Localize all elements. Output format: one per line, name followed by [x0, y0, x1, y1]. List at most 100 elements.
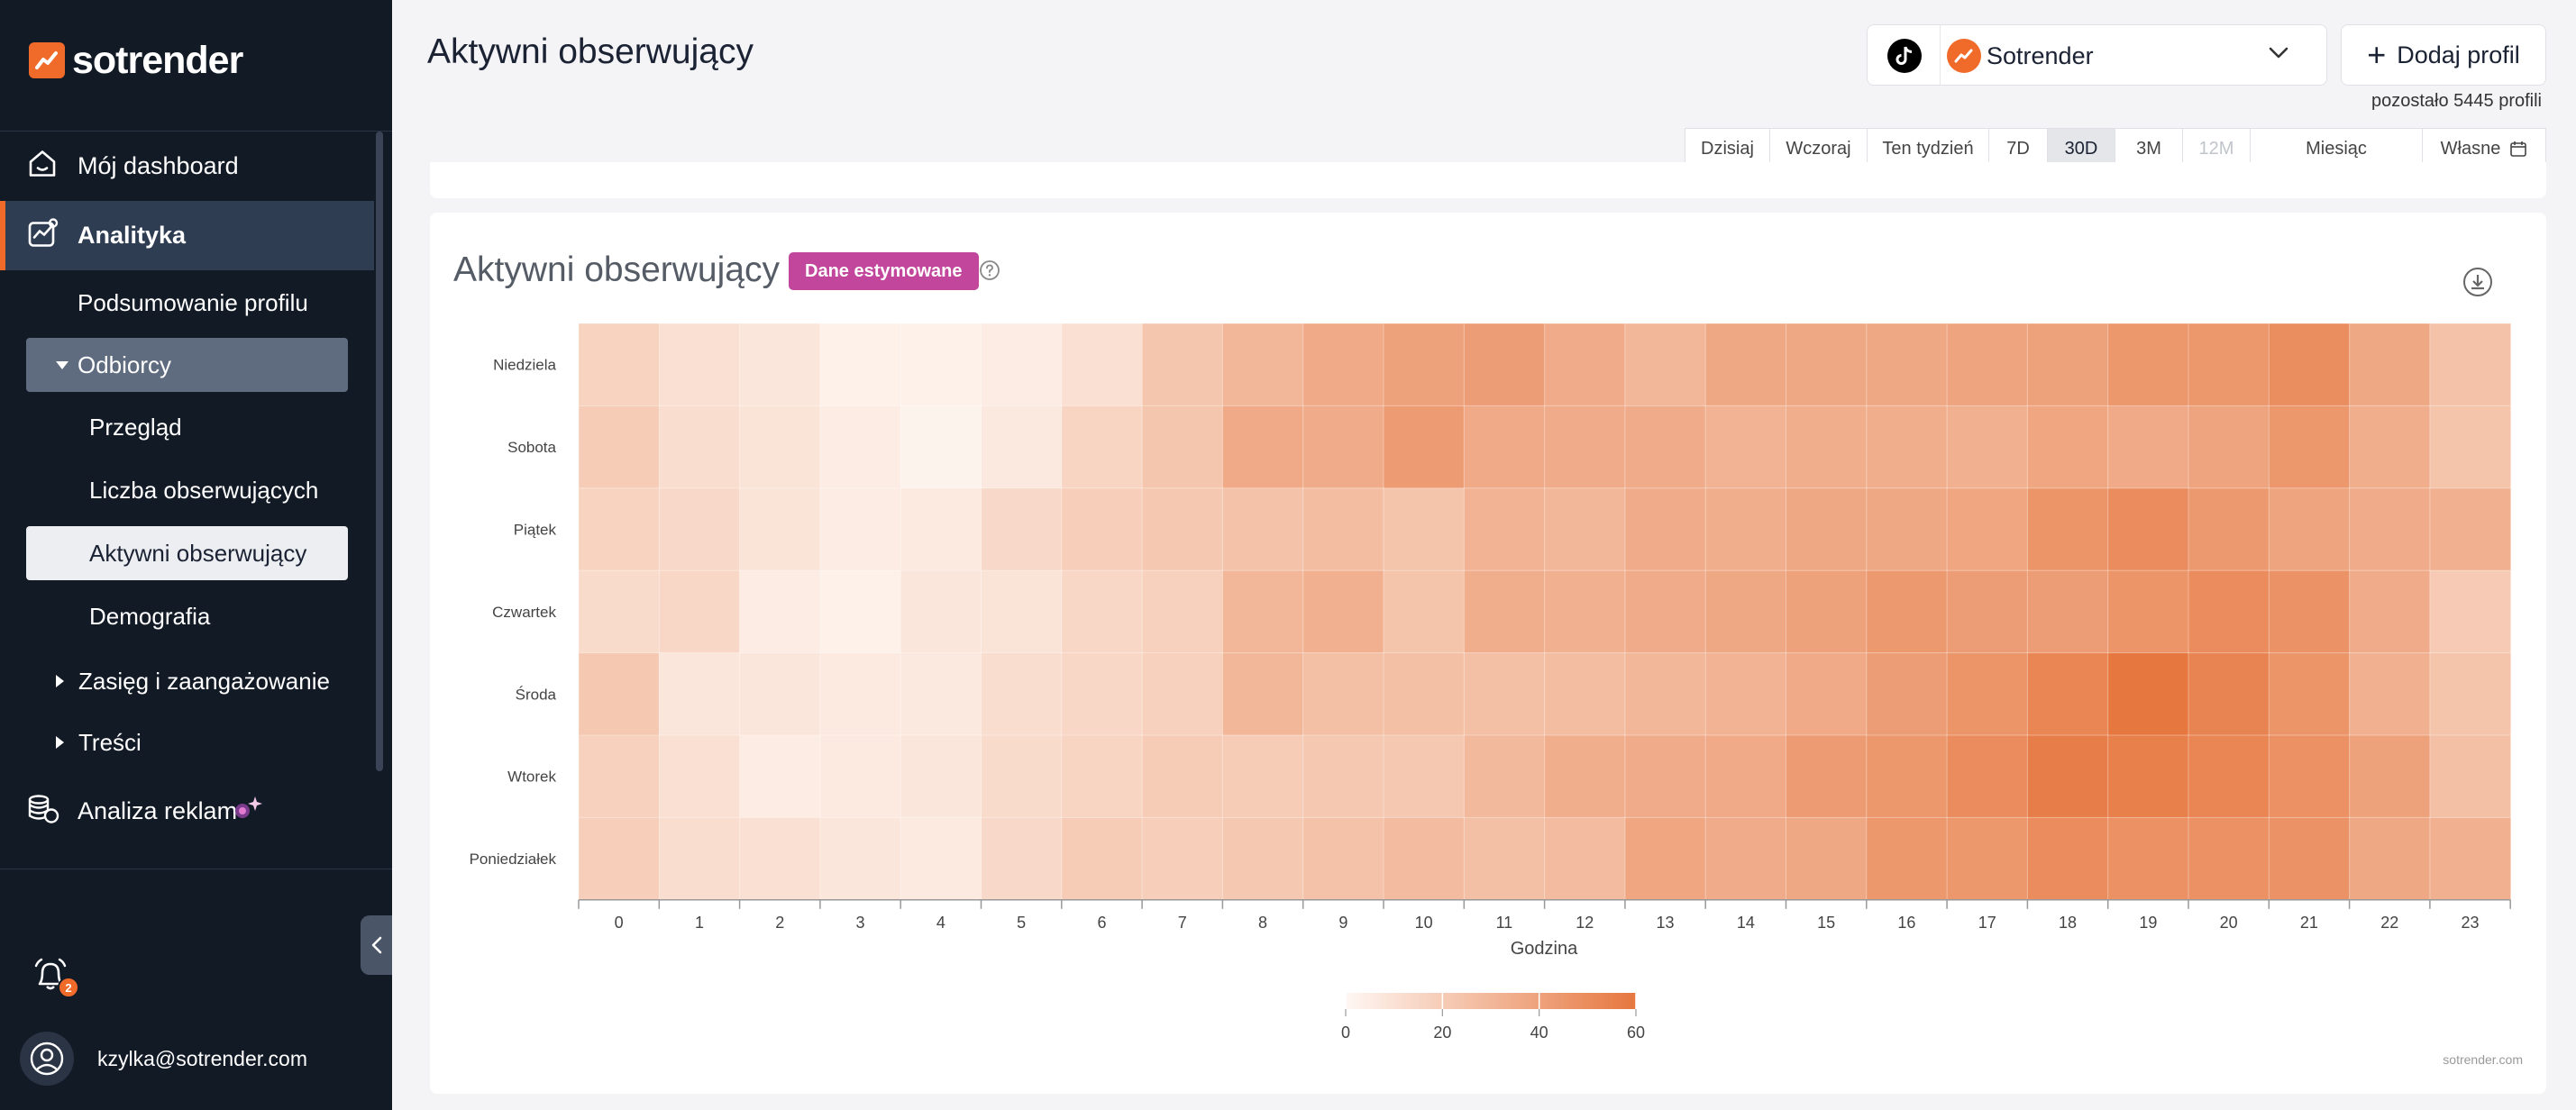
- heatmap-cell[interactable]: [1624, 734, 1707, 819]
- heatmap-cell[interactable]: [1786, 323, 1868, 407]
- heatmap-cell[interactable]: [578, 405, 661, 489]
- nav-ads[interactable]: Analiza reklam: [0, 777, 374, 846]
- heatmap-cell[interactable]: [1624, 569, 1707, 654]
- heatmap-cell[interactable]: [1221, 569, 1304, 654]
- heatmap-cell[interactable]: [981, 405, 1063, 489]
- heatmap-cell[interactable]: [2107, 569, 2189, 654]
- range-3m[interactable]: 3M: [2115, 129, 2183, 168]
- heatmap-cell[interactable]: [578, 569, 661, 654]
- heatmap-cell[interactable]: [1624, 652, 1707, 737]
- heatmap-cell[interactable]: [1544, 816, 1626, 901]
- heatmap-cell[interactable]: [739, 816, 821, 901]
- heatmap-cell[interactable]: [658, 734, 741, 819]
- heatmap-cell[interactable]: [2429, 405, 2512, 489]
- heatmap-cell[interactable]: [1302, 487, 1385, 572]
- heatmap-cell[interactable]: [1141, 569, 1224, 654]
- user-account[interactable]: kzylka@sotrender.com: [20, 1032, 307, 1086]
- range-this-week[interactable]: Ten tydzień: [1868, 129, 1989, 168]
- heatmap-cell[interactable]: [1302, 734, 1385, 819]
- heatmap-cell[interactable]: [2429, 652, 2512, 737]
- nav-analytics[interactable]: Analityka: [0, 201, 374, 270]
- heatmap-cell[interactable]: [1383, 323, 1466, 407]
- heatmap-cell[interactable]: [2268, 405, 2351, 489]
- heatmap-cell[interactable]: [1704, 405, 1787, 489]
- heatmap-cell[interactable]: [900, 405, 982, 489]
- heatmap-cell[interactable]: [819, 405, 902, 489]
- heatmap-cell[interactable]: [900, 569, 982, 654]
- nav-audience-overview[interactable]: Przegląd: [26, 400, 348, 454]
- heatmap-cell[interactable]: [2429, 734, 2512, 819]
- heatmap-cell[interactable]: [2349, 487, 2431, 572]
- heatmap-cell[interactable]: [1946, 487, 2029, 572]
- heatmap-cell[interactable]: [739, 569, 821, 654]
- range-30d[interactable]: 30D: [2048, 129, 2115, 168]
- heatmap-cell[interactable]: [1786, 487, 1868, 572]
- heatmap-cell[interactable]: [1061, 652, 1144, 737]
- heatmap-cell[interactable]: [1061, 405, 1144, 489]
- heatmap-cell[interactable]: [1946, 405, 2029, 489]
- heatmap-cell[interactable]: [1061, 323, 1144, 407]
- heatmap-cell[interactable]: [1061, 487, 1144, 572]
- heatmap-cell[interactable]: [2268, 323, 2351, 407]
- range-month[interactable]: Miesiąc: [2251, 129, 2423, 168]
- nav-reach[interactable]: Zasięg i zaangażowanie: [26, 654, 348, 708]
- heatmap-cell[interactable]: [1221, 652, 1304, 737]
- heatmap-cell[interactable]: [1624, 816, 1707, 901]
- heatmap-cell[interactable]: [2268, 487, 2351, 572]
- heatmap-cell[interactable]: [1221, 816, 1304, 901]
- heatmap-cell[interactable]: [1704, 569, 1787, 654]
- heatmap-cell[interactable]: [1463, 816, 1546, 901]
- heatmap-cell[interactable]: [1786, 816, 1868, 901]
- heatmap-cell[interactable]: [1141, 405, 1224, 489]
- nav-demographics[interactable]: Demografia: [26, 589, 348, 643]
- heatmap-cell[interactable]: [1946, 734, 2029, 819]
- heatmap-cell[interactable]: [981, 652, 1063, 737]
- heatmap-cell[interactable]: [1704, 734, 1787, 819]
- heatmap-cell[interactable]: [1302, 652, 1385, 737]
- heatmap-cell[interactable]: [1544, 323, 1626, 407]
- heatmap-cell[interactable]: [739, 652, 821, 737]
- heatmap-cell[interactable]: [1704, 652, 1787, 737]
- heatmap-cell[interactable]: [739, 734, 821, 819]
- collapse-sidebar-button[interactable]: [361, 915, 392, 975]
- heatmap-cell[interactable]: [2026, 652, 2109, 737]
- heatmap-cell[interactable]: [2349, 323, 2431, 407]
- heatmap-cell[interactable]: [1704, 487, 1787, 572]
- heatmap-cell[interactable]: [1383, 487, 1466, 572]
- heatmap-cell[interactable]: [2107, 323, 2189, 407]
- heatmap-cell[interactable]: [1061, 734, 1144, 819]
- heatmap-cell[interactable]: [1866, 405, 1949, 489]
- heatmap-cell[interactable]: [981, 816, 1063, 901]
- heatmap-cell[interactable]: [2268, 569, 2351, 654]
- range-custom[interactable]: Własne: [2423, 129, 2545, 168]
- heatmap-cell[interactable]: [2349, 405, 2431, 489]
- heatmap-cell[interactable]: [1141, 734, 1224, 819]
- heatmap-cell[interactable]: [2188, 323, 2270, 407]
- heatmap-cell[interactable]: [578, 652, 661, 737]
- heatmap-cell[interactable]: [1463, 652, 1546, 737]
- heatmap-cell[interactable]: [981, 323, 1063, 407]
- heatmap-cell[interactable]: [2026, 734, 2109, 819]
- heatmap-cell[interactable]: [1383, 652, 1466, 737]
- heatmap-cell[interactable]: [1946, 652, 2029, 737]
- heatmap-cell[interactable]: [1866, 652, 1949, 737]
- heatmap-cell[interactable]: [2107, 487, 2189, 572]
- nav-profile-summary[interactable]: Podsumowanie profilu: [26, 276, 348, 330]
- heatmap-cell[interactable]: [658, 816, 741, 901]
- heatmap-cell[interactable]: [739, 323, 821, 407]
- heatmap-cell[interactable]: [2026, 816, 2109, 901]
- heatmap-cell[interactable]: [1624, 405, 1707, 489]
- heatmap-cell[interactable]: [2107, 734, 2189, 819]
- heatmap-cell[interactable]: [2268, 734, 2351, 819]
- heatmap-cell[interactable]: [1383, 569, 1466, 654]
- heatmap-cell[interactable]: [1946, 569, 2029, 654]
- heatmap-cell[interactable]: [2107, 652, 2189, 737]
- heatmap-cell[interactable]: [1946, 323, 2029, 407]
- heatmap-cell[interactable]: [1866, 487, 1949, 572]
- heatmap-cell[interactable]: [2429, 816, 2512, 901]
- heatmap-cell[interactable]: [819, 487, 902, 572]
- heatmap-cell[interactable]: [1383, 734, 1466, 819]
- heatmap-cell[interactable]: [2026, 487, 2109, 572]
- heatmap-cell[interactable]: [658, 569, 741, 654]
- heatmap-cell[interactable]: [2429, 323, 2512, 407]
